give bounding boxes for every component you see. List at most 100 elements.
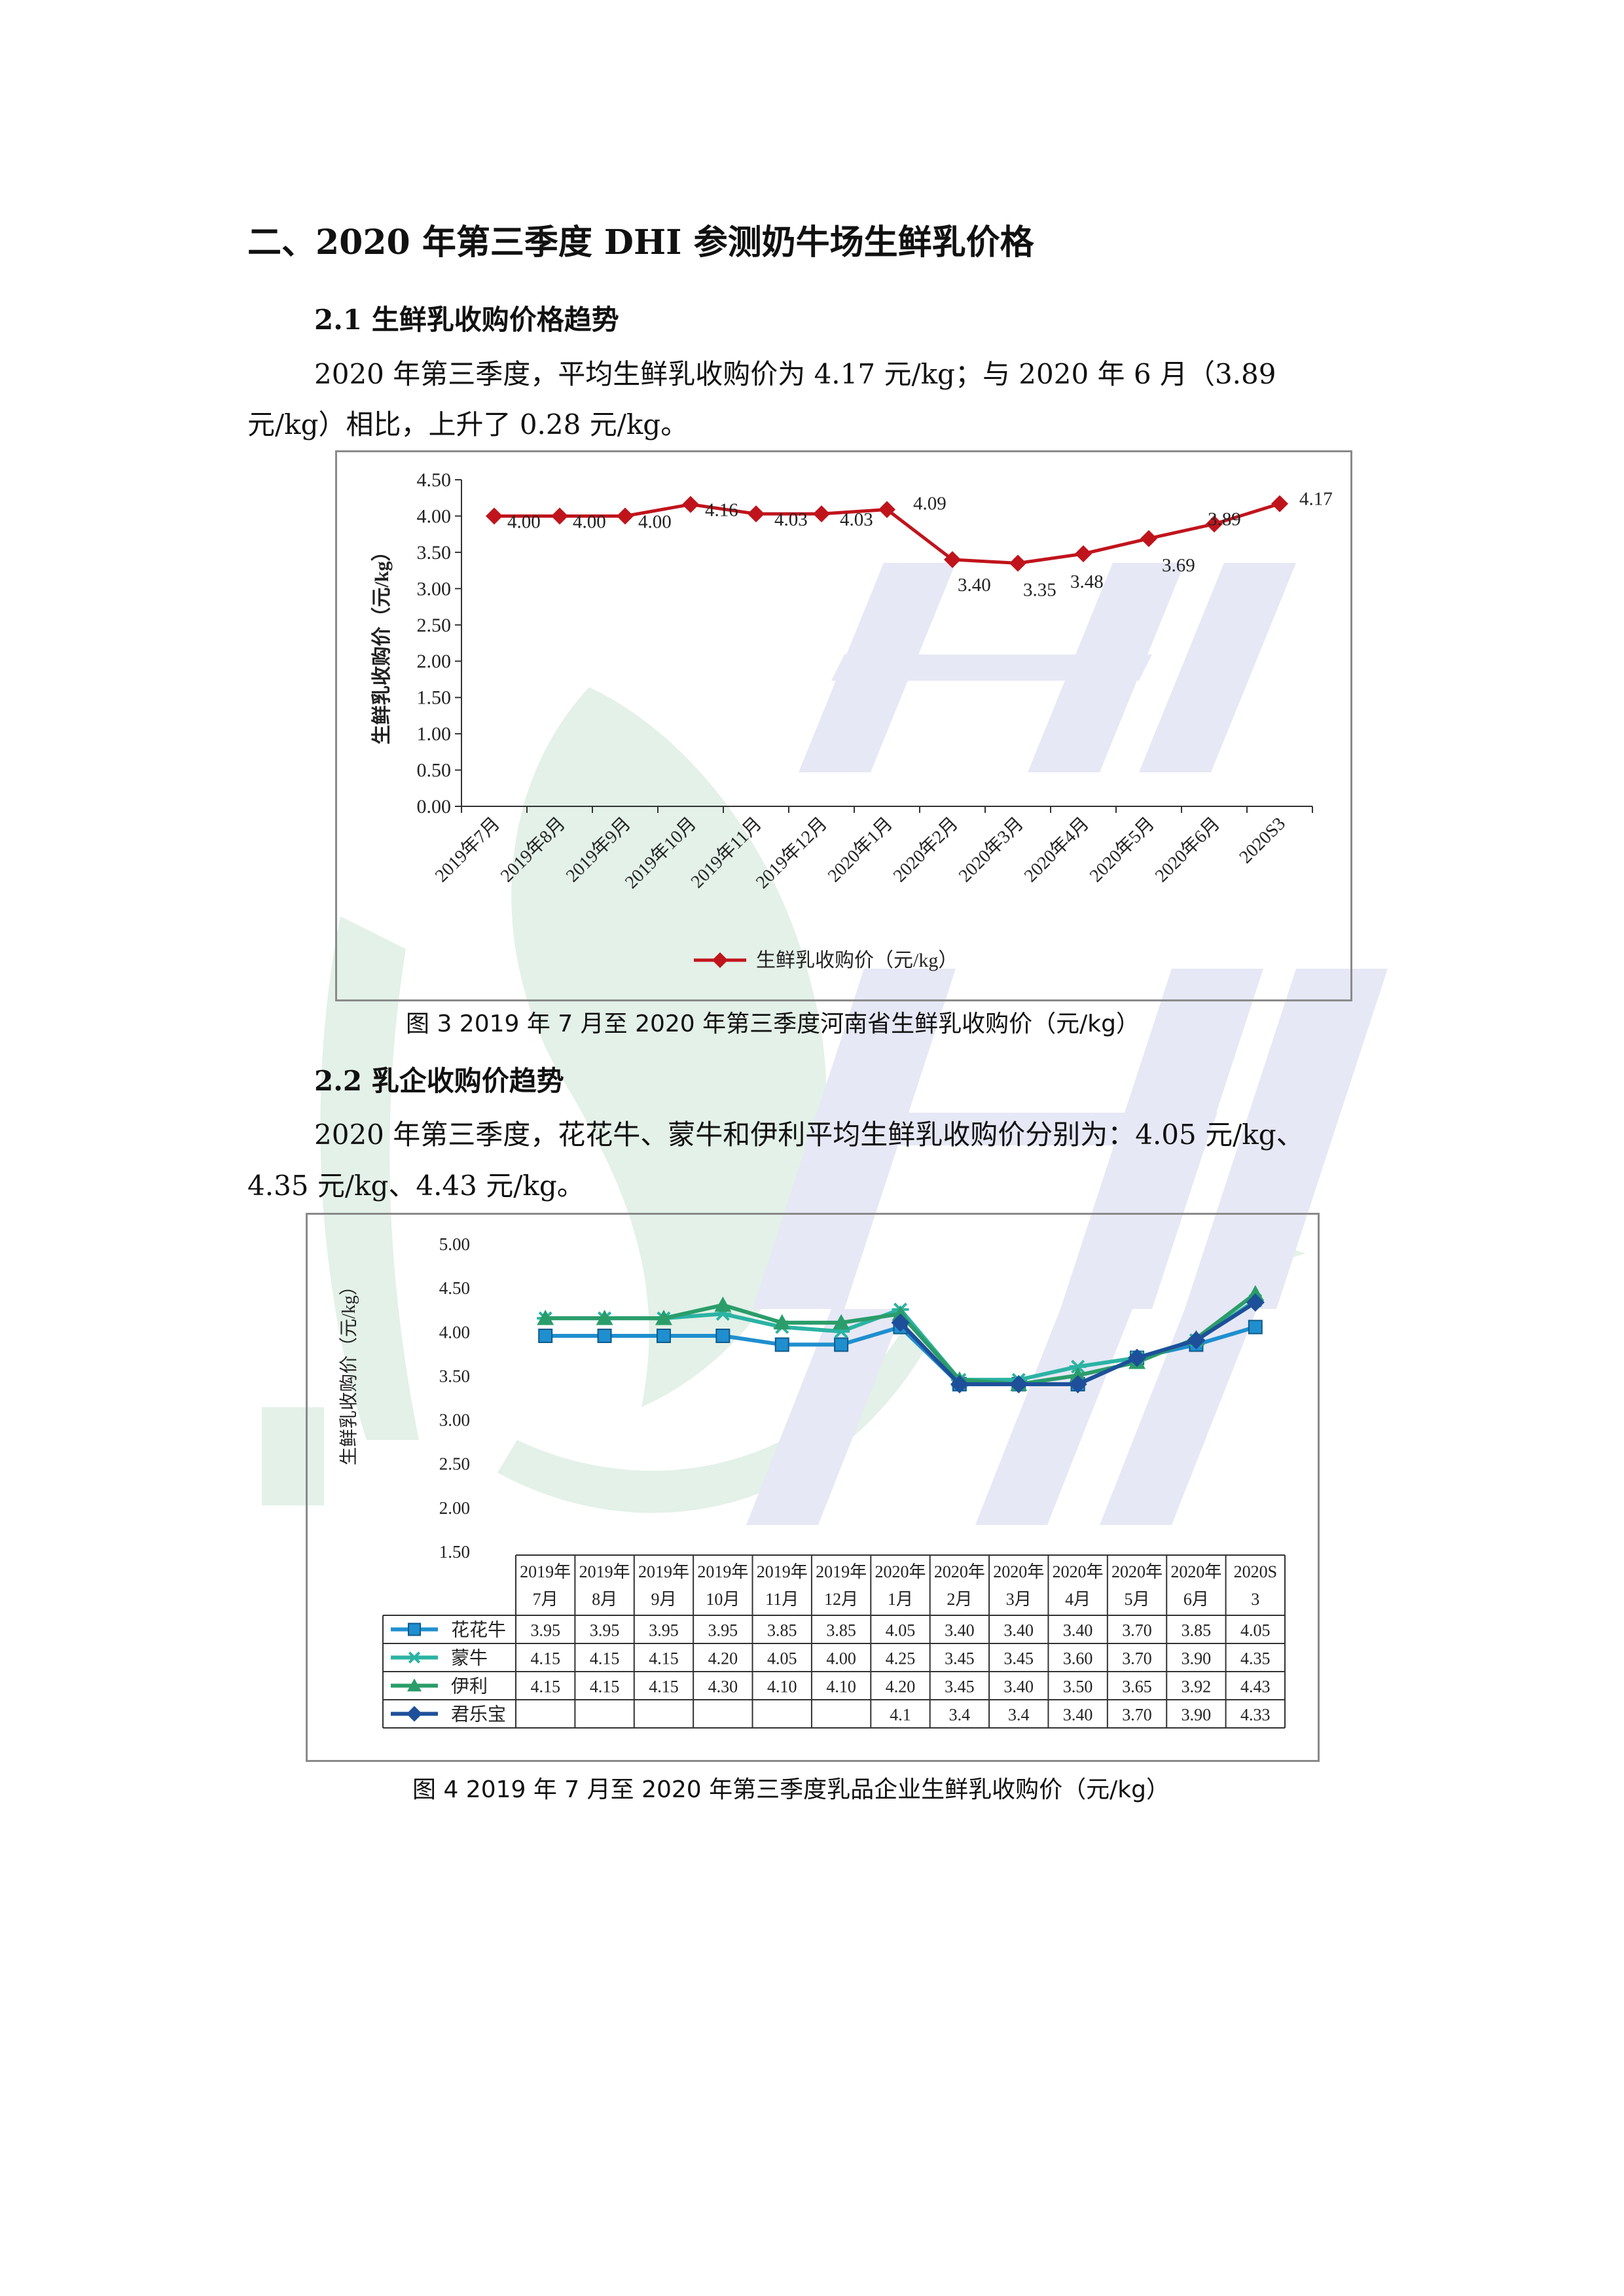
chart1-point — [486, 507, 503, 525]
paragraph-2-2-line1: 2020 年第三季度，花花牛、蒙牛和伊利平均生鲜乳收购价分别为：4.05 元/k… — [314, 1119, 1304, 1151]
chart2-table-cell: 3.95 — [708, 1621, 738, 1640]
chart2-table-cell: 4.33 — [1240, 1706, 1271, 1725]
chart2-table-cell: 4.30 — [708, 1677, 738, 1696]
figure4-caption: 图 4 2019 年 7 月至 2020 年第三季度乳品企业生鲜乳收购价（元/k… — [412, 1776, 1170, 1803]
chart1-data-label: 3.89 — [1208, 509, 1241, 530]
chart2-point-2 — [714, 1297, 732, 1312]
chart2-table-cell: 3.45 — [945, 1677, 975, 1696]
chart2-table-cell: 3.90 — [1182, 1649, 1212, 1668]
figure3-caption: 图 3 2019 年 7 月至 2020 年第三季度河南省生鲜乳收购价（元/kg… — [406, 1011, 1140, 1037]
chart2-point-0 — [597, 1329, 612, 1343]
chart2-table-cell: 4.20 — [708, 1649, 738, 1668]
chart2-table-cell: 3.4 — [1008, 1706, 1030, 1725]
chart1-y-tick-label: 3.50 — [417, 542, 452, 564]
chart2-table-cell: 3.70 — [1122, 1649, 1152, 1668]
chart2-y-tick-label: 4.00 — [439, 1322, 470, 1342]
chart1-legend-label: 生鲜乳收购价（元/kg） — [756, 950, 958, 971]
chart2-table-cell: 4.15 — [649, 1677, 679, 1696]
chart2-category-label-year: 2020年 — [934, 1562, 985, 1581]
chart1-y-axis-label: 生鲜乳收购价（元/kg） — [370, 541, 393, 744]
chart1-y-tick-label: 1.00 — [417, 723, 452, 745]
chart2-point-0 — [715, 1329, 731, 1343]
chart2-category-label-month: 8月 — [592, 1590, 617, 1609]
chart2-category-label-month: 7月 — [533, 1590, 558, 1609]
chart2-y-tick-label: 1.50 — [439, 1542, 470, 1562]
chart2-table-cell: 3.95 — [649, 1621, 679, 1640]
chart2-category-label-year: 2020年 — [993, 1562, 1044, 1581]
chart1-data-label: 3.40 — [958, 575, 991, 596]
chart2-category-label-year: 2019年 — [638, 1562, 689, 1581]
chart2-category-label-year: 2020年 — [1053, 1562, 1104, 1581]
chart2-table-cell: 4.15 — [530, 1677, 560, 1696]
chart2-y-tick-label: 4.50 — [439, 1278, 470, 1298]
chart2-table-cell: 4.05 — [1240, 1621, 1271, 1640]
chart2-point-0 — [774, 1337, 789, 1352]
chart1-data-label: 4.00 — [638, 511, 672, 532]
chart1-point — [551, 507, 568, 525]
chart2-point-0 — [538, 1329, 553, 1343]
chart2-category-label-year: 2020年 — [1111, 1562, 1163, 1581]
chart1-data-label: 4.03 — [840, 509, 873, 530]
chart1-point — [682, 495, 699, 513]
chart2-point-2 — [1069, 1367, 1087, 1382]
chart2-table-cell: 3.65 — [1122, 1677, 1152, 1696]
chart2-category-label-year: 2019年 — [697, 1562, 748, 1581]
chart1-data-label: 4.03 — [774, 509, 808, 530]
chart2-table-cell: 4.10 — [767, 1677, 797, 1696]
chart1-y-tick-label: 3.00 — [417, 578, 452, 600]
chart2-category-label-month: 10月 — [706, 1590, 740, 1609]
chart1-y-tick-label: 2.50 — [417, 615, 452, 636]
chart2-category-label-month: 4月 — [1065, 1590, 1091, 1609]
figure4-chart: 1.50 2.00 2.50 3.00 3.50 4.00 4.50 5.00 生鲜乳收购价（元… — [338, 1234, 1286, 1729]
chart2-table-cell: 4.25 — [886, 1649, 916, 1668]
chart2-table-cell: 3.60 — [1063, 1649, 1093, 1668]
chart1-point — [813, 505, 830, 523]
chart2-table-cell: 3.45 — [1004, 1649, 1034, 1668]
chart2-point-3 — [1246, 1293, 1265, 1312]
chart1-y-tick-label: 4.00 — [417, 505, 452, 527]
chart2-y-tick-label: 3.50 — [439, 1366, 470, 1386]
chart2-table-cell: 3.85 — [826, 1621, 856, 1640]
chart2-point-0 — [656, 1329, 671, 1343]
chart2-point-2 — [773, 1314, 791, 1330]
chart2-table-cell: 3.45 — [945, 1649, 975, 1668]
chart2-y-axis-label: 生鲜乳收购价（元/kg） — [338, 1277, 359, 1465]
chart1-x-tick-label: 2020年5月 — [1085, 813, 1159, 886]
chart1-point — [617, 507, 634, 525]
chart2-table-cell: 4.20 — [886, 1677, 916, 1696]
chart2-table-cell: 3.40 — [945, 1621, 975, 1640]
chart2-point-2 — [833, 1314, 850, 1330]
chart2-category-label-year: 2020S — [1234, 1562, 1277, 1581]
chart2-point-3 — [1009, 1374, 1028, 1393]
chart2-category-label-month: 9月 — [651, 1590, 676, 1609]
chart2-category-label-year: 2019年 — [520, 1562, 571, 1581]
chart2-category-label-month: 1月 — [888, 1590, 913, 1609]
chart1-data-label: 4.16 — [705, 500, 738, 521]
chart2-table-cell: 3.95 — [530, 1621, 560, 1640]
chart1-point — [748, 505, 765, 523]
chart2-y-tick-label: 5.00 — [439, 1234, 470, 1254]
chart2-category-label-month: 11月 — [765, 1590, 799, 1609]
chart2-y-tick-label: 2.00 — [439, 1498, 470, 1518]
chart2-point-2 — [892, 1305, 909, 1321]
chart2-category-label-month: 3月 — [1006, 1590, 1032, 1609]
subsection-title-2-1: 2.1 生鲜乳收购价格趋势 — [314, 304, 619, 336]
chart2-category-label-year: 2020年 — [875, 1562, 926, 1581]
chart1-point — [1271, 495, 1288, 512]
chart2-table-cell: 3.90 — [1182, 1706, 1212, 1725]
chart2-point-3 — [1187, 1331, 1206, 1350]
chart1-x-tick-label: 2020年3月 — [954, 813, 1028, 886]
paragraph-2-1-line2: 元/kg）相比，上升了 0.28 元/kg。 — [247, 408, 689, 440]
chart2-point-2 — [537, 1310, 554, 1325]
chart2-point-3 — [891, 1313, 910, 1332]
chart2-category-label-month: 6月 — [1183, 1590, 1209, 1609]
chart2-table-cell: 3.85 — [1182, 1621, 1212, 1640]
chart2-table-cell: 3.95 — [590, 1621, 620, 1640]
chart2-y-tick-label: 3.00 — [439, 1410, 470, 1430]
chart2-point-1 — [1069, 1359, 1087, 1374]
chart1-x-tick-label: 2019年7月 — [431, 813, 504, 886]
chart2-table-cell: 3.4 — [949, 1706, 971, 1725]
section-heading: 二、2020 年第三季度 DHI 参测奶牛场生鲜乳价格 — [247, 223, 1034, 262]
chart2-point-2 — [655, 1310, 672, 1325]
chart2-table-cell: 4.43 — [1240, 1677, 1271, 1696]
